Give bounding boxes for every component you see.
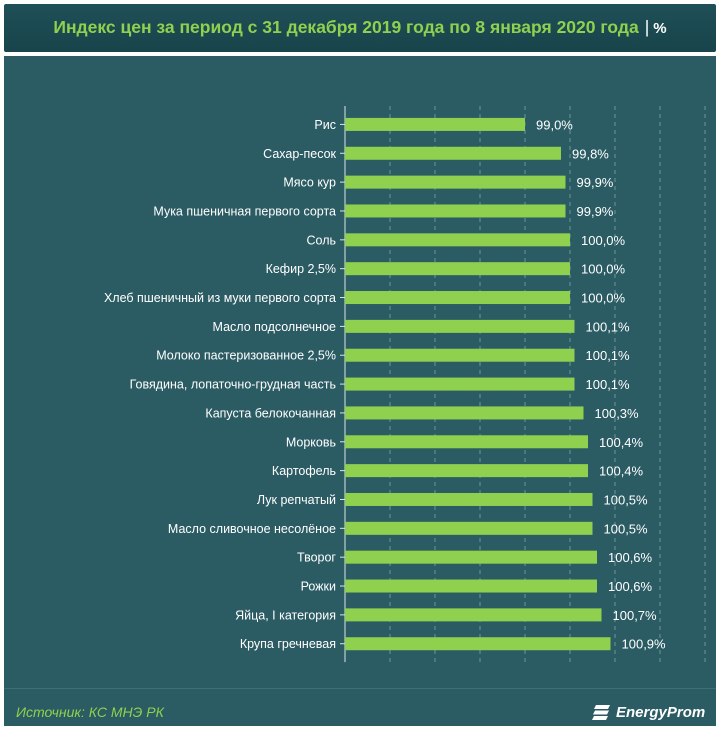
value-label: 100,1% (586, 319, 631, 334)
category-label: Капуста белокочанная (205, 406, 336, 420)
value-label: 100,4% (599, 464, 644, 479)
bar (345, 464, 588, 478)
value-label: 100,1% (586, 348, 631, 363)
value-label: 100,6% (608, 550, 653, 565)
bar (345, 637, 611, 651)
category-label: Яйца, I категория (235, 608, 336, 622)
value-label: 100,7% (613, 608, 658, 623)
value-label: 100,3% (595, 406, 640, 421)
category-label: Хлеб пшеничный из муки первого сорта (104, 291, 336, 305)
category-label: Мясо кур (283, 176, 336, 190)
chart-title-line: Индекс цен за период с 31 декабря 2019 г… (4, 17, 716, 38)
category-label: Лук репчатый (257, 493, 336, 507)
logo-text: EnergyProm (616, 703, 706, 721)
bar (345, 435, 588, 449)
bar (345, 262, 570, 276)
footer-divider (4, 688, 716, 689)
bar (345, 348, 575, 362)
value-label: 99,9% (577, 175, 614, 190)
bar (345, 492, 593, 506)
category-label: Рожки (301, 580, 336, 594)
bar (345, 233, 570, 247)
category-label: Масло подсолнечное (213, 320, 337, 334)
value-label: 99,0% (536, 117, 573, 132)
value-label: 100,6% (608, 579, 653, 594)
category-label: Сахар-песок (263, 147, 336, 161)
chart-title: Индекс цен за период с 31 декабря 2019 г… (53, 17, 639, 37)
category-label: Мука пшеничная первого сорта (153, 204, 336, 218)
category-label: Масло сливочное несолёное (168, 522, 336, 536)
category-label: Морковь (286, 435, 336, 449)
value-label: 100,0% (581, 233, 626, 248)
category-label: Крупа гречневая (240, 637, 336, 651)
title-bar: Индекс цен за период с 31 декабря 2019 г… (4, 4, 716, 52)
value-label: 99,9% (577, 204, 614, 219)
value-label: 100,9% (622, 637, 667, 652)
bar (345, 291, 570, 305)
value-label: 99,8% (572, 146, 609, 161)
value-label: 100,5% (604, 492, 649, 507)
bar (345, 117, 525, 131)
category-label: Кефир 2,5% (266, 262, 336, 276)
title-separator: | (644, 17, 650, 37)
bar (345, 579, 597, 593)
bar (345, 608, 602, 622)
value-label: 100,1% (586, 377, 631, 392)
value-label: 100,0% (581, 291, 626, 306)
bar (345, 406, 584, 420)
bar (345, 175, 566, 189)
bar (345, 319, 575, 333)
value-label: 100,5% (604, 521, 649, 536)
unit-label: % (653, 20, 667, 37)
bar (345, 550, 597, 564)
bar (345, 204, 566, 218)
logo-icon (592, 705, 610, 720)
category-label: Говядина, лопаточно-грудная часть (130, 378, 336, 392)
bar (345, 377, 575, 391)
category-label: Рис (314, 118, 336, 132)
energyprom-logo: EnergyProm (592, 700, 705, 724)
value-label: 100,0% (581, 262, 626, 277)
bar (345, 521, 593, 535)
bar (345, 146, 561, 160)
category-label: Молоко пастеризованное 2,5% (156, 349, 336, 363)
category-label: Соль (306, 233, 336, 247)
category-label: Картофель (272, 464, 336, 478)
source-note: Источник: КС МНЭ РК (16, 704, 164, 720)
value-label: 100,4% (599, 435, 644, 450)
category-label: Творог (297, 551, 336, 565)
